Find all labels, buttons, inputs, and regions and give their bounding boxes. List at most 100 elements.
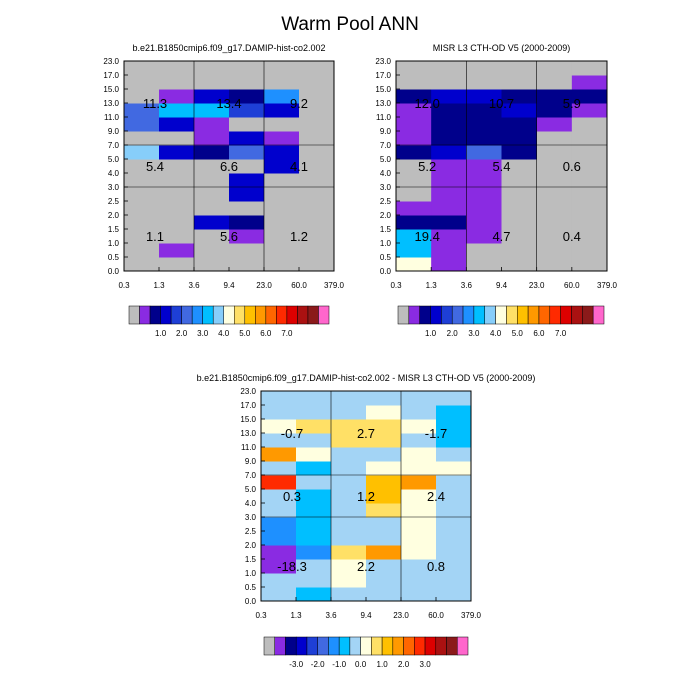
heatmap-cell <box>194 257 230 272</box>
colorbar-swatch <box>212 305 224 325</box>
heatmap-cell <box>401 587 437 602</box>
colorbar-swatch <box>397 305 410 325</box>
value-label: 0.3 <box>283 489 301 504</box>
heatmap-cell <box>401 447 437 462</box>
heatmap-cell <box>536 159 573 174</box>
colorbar-swatch <box>223 305 235 325</box>
colorbar-label: 3.0 <box>468 329 480 338</box>
heatmap-cell <box>124 187 160 202</box>
heatmap-cell <box>431 173 467 188</box>
colorbar-swatch <box>381 636 394 656</box>
heatmap-cell <box>194 131 230 146</box>
heatmap-cell <box>536 257 573 272</box>
heatmap-cell <box>296 433 332 448</box>
heatmap-cell <box>159 131 195 146</box>
heatmap-cell <box>229 75 265 90</box>
heatmap-cell <box>296 419 332 434</box>
heatmap-cell <box>124 145 160 160</box>
x-tick-label: 3.6 <box>461 281 473 290</box>
heatmap-cell <box>261 475 297 490</box>
heatmap-cell <box>571 243 608 258</box>
heatmap-cell <box>124 61 160 76</box>
heatmap-cell <box>331 391 367 406</box>
heatmap-cell <box>296 405 332 420</box>
heatmap-cell <box>401 419 437 434</box>
heatmap-cell <box>331 475 367 490</box>
heatmap-cell <box>501 145 538 160</box>
y-tick-label: 9.0 <box>380 127 392 136</box>
x-tick-label: 0.3 <box>390 281 402 290</box>
heatmap-cell <box>571 131 608 146</box>
heatmap-cell <box>536 145 573 160</box>
heatmap-cell <box>261 433 297 448</box>
colorbar-label: 6.0 <box>533 329 545 338</box>
heatmap-cell <box>501 257 538 272</box>
colorbar-swatch <box>128 305 140 325</box>
heatmap-cell <box>194 61 230 76</box>
colorbar-label: 7.0 <box>281 329 293 338</box>
heatmap-cell <box>436 489 472 504</box>
heatmap-cell <box>331 489 367 504</box>
heatmap-cell <box>194 215 230 230</box>
colorbar-label: 2.0 <box>398 660 410 669</box>
heatmap-cell <box>261 461 297 476</box>
heatmap-cell <box>396 131 432 146</box>
colorbar-swatch <box>244 305 256 325</box>
y-tick-label: 4.0 <box>380 169 392 178</box>
heatmap-cell <box>501 131 538 146</box>
heatmap-cell <box>229 145 265 160</box>
heatmap-cell <box>264 89 300 104</box>
x-tick-label: 60.0 <box>291 281 307 290</box>
heatmap-cell <box>194 243 230 258</box>
heatmap-cell <box>261 447 297 462</box>
value-label: 5.4 <box>146 159 164 174</box>
y-tick-label: 15.0 <box>103 85 119 94</box>
x-tick-label: 60.0 <box>564 281 580 290</box>
colorbar-label: 1.0 <box>155 329 167 338</box>
heatmap-cell <box>229 243 265 258</box>
value-label: 1.1 <box>146 229 164 244</box>
x-tick-label: 0.3 <box>255 611 267 620</box>
heatmap-cell <box>466 117 502 132</box>
heatmap-cell <box>264 215 300 230</box>
heatmap-cell <box>436 531 472 546</box>
heatmap-cell <box>194 145 230 160</box>
heatmap-cell <box>299 75 335 90</box>
heatmap-cell <box>261 517 297 532</box>
heatmap-cell <box>466 201 502 216</box>
y-tick-label: 11.0 <box>376 113 392 122</box>
heatmap-cell <box>261 391 297 406</box>
heatmap-cell <box>431 187 467 202</box>
colorbar-swatch <box>435 636 447 656</box>
heatmap-cell <box>331 587 367 602</box>
heatmap-cell <box>159 75 195 90</box>
heatmap-cell <box>436 419 472 434</box>
heatmap-cell <box>261 531 297 546</box>
heatmap-cell <box>194 89 230 104</box>
heatmap-cell <box>194 75 230 90</box>
heatmap-cell <box>124 103 160 118</box>
heatmap-cell <box>296 447 332 462</box>
heatmap-cell <box>466 215 502 230</box>
x-tick-label: 9.4 <box>360 611 372 620</box>
value-label: 9.2 <box>290 96 308 111</box>
heatmap-cell <box>264 159 300 174</box>
heatmap-cell <box>401 489 437 504</box>
y-tick-label: 23.0 <box>240 387 256 396</box>
heatmap-cell <box>366 433 402 448</box>
y-tick-label: 17.0 <box>103 71 119 80</box>
heatmap-cell <box>366 405 402 420</box>
x-tick-label: 1.3 <box>426 281 438 290</box>
heatmap-cell <box>396 215 432 230</box>
heatmap-cell <box>501 215 538 230</box>
heatmap-cell <box>466 75 502 90</box>
x-tick-label: 3.6 <box>325 611 337 620</box>
heatmap-cell <box>431 61 467 76</box>
value-label: 5.9 <box>563 96 581 111</box>
heatmap-cell <box>396 103 432 118</box>
colorbar-swatch <box>527 305 540 325</box>
heatmap-cell <box>229 103 265 118</box>
colorbar-swatch <box>170 305 182 325</box>
heatmap-cell <box>536 103 573 118</box>
y-tick-label: 4.0 <box>108 169 120 178</box>
